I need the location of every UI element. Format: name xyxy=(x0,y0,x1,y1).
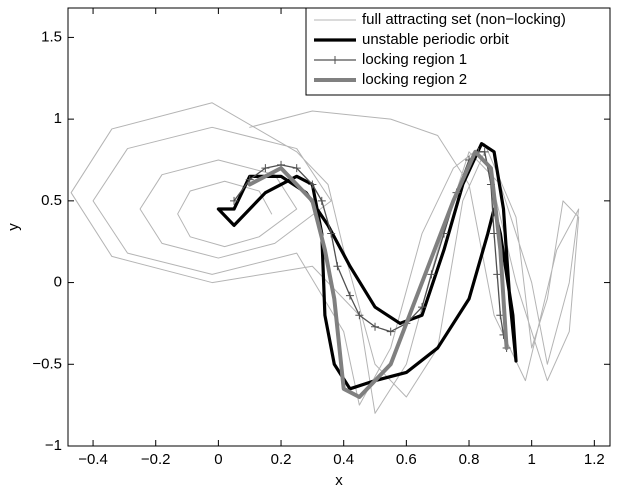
point-marker xyxy=(480,147,489,156)
point-marker xyxy=(317,196,326,205)
point-marker xyxy=(345,291,354,300)
series-line xyxy=(70,102,580,414)
x-tick-label: 0.8 xyxy=(459,451,480,468)
series-line xyxy=(216,142,518,391)
y-tick-label: 1.5 xyxy=(41,28,62,45)
x-tick-label: 0.6 xyxy=(396,451,417,468)
x-tick-label: 0.2 xyxy=(271,451,292,468)
legend-box xyxy=(305,7,611,96)
point-marker xyxy=(427,270,436,279)
legend-label: locking region 2 xyxy=(362,71,467,88)
point-marker xyxy=(292,164,301,173)
x-tick-label: 0 xyxy=(214,451,222,468)
y-axis-label: y xyxy=(5,223,22,231)
y-tick-label: 0 xyxy=(54,274,62,291)
point-marker xyxy=(333,262,342,271)
point-marker xyxy=(230,196,239,205)
plot-area xyxy=(70,102,580,414)
point-marker xyxy=(493,270,502,279)
legend-label: full attracting set (non−locking) xyxy=(362,11,566,28)
x-axis-label: x xyxy=(335,472,343,489)
y-tick-label: 0.5 xyxy=(41,192,62,209)
y-tick-label: 1 xyxy=(54,110,62,127)
point-marker xyxy=(355,311,364,320)
point-marker xyxy=(418,303,427,312)
series-line xyxy=(247,149,509,399)
point-marker xyxy=(327,229,336,238)
x-tick-label: 1 xyxy=(528,451,536,468)
point-marker xyxy=(371,322,380,331)
point-marker xyxy=(308,180,317,189)
point-marker xyxy=(261,164,270,173)
legend-label: unstable periodic orbit xyxy=(362,31,510,48)
x-tick-label: 1.2 xyxy=(584,451,605,468)
x-tick-label: −0.2 xyxy=(141,451,171,468)
point-marker xyxy=(386,327,395,336)
legend-label: locking region 1 xyxy=(362,51,467,68)
y-tick-label: −1 xyxy=(45,437,62,454)
legend-marker xyxy=(331,56,339,64)
x-tick-label: −0.4 xyxy=(78,451,108,468)
x-tick-label: 0.4 xyxy=(333,451,354,468)
y-tick-label: −0.5 xyxy=(32,355,62,372)
